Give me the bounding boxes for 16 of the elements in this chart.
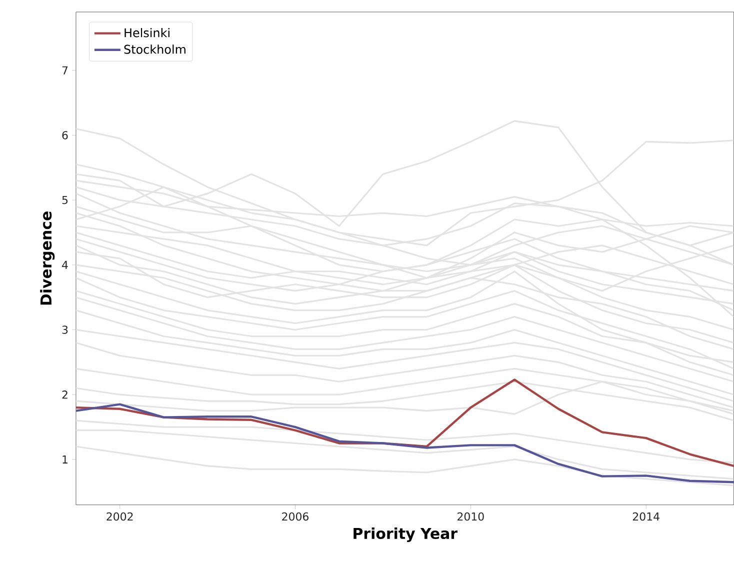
y-tick-label: 1 (62, 456, 68, 464)
y-tick-label: 3 (62, 326, 68, 334)
y-tick-label: 2 (62, 390, 68, 399)
y-tick-label: 7 (62, 66, 68, 74)
x-tick-label: 2002 (106, 512, 133, 521)
x-axis-title: Priority Year (354, 528, 458, 542)
y-tick-label: 4 (62, 260, 68, 269)
y-tick-label: 5 (62, 196, 68, 204)
legend-label: Stockholm (124, 44, 186, 54)
x-tick-label: 2006 (282, 512, 308, 521)
y-axis-title: Divergence (40, 212, 55, 305)
line-series (76, 403, 734, 484)
legend-label: Helsinki (124, 28, 170, 38)
y-tick-label: 6 (62, 131, 68, 140)
x-tick-label: 2014 (632, 512, 660, 521)
x-tick-label: 2010 (458, 512, 484, 521)
